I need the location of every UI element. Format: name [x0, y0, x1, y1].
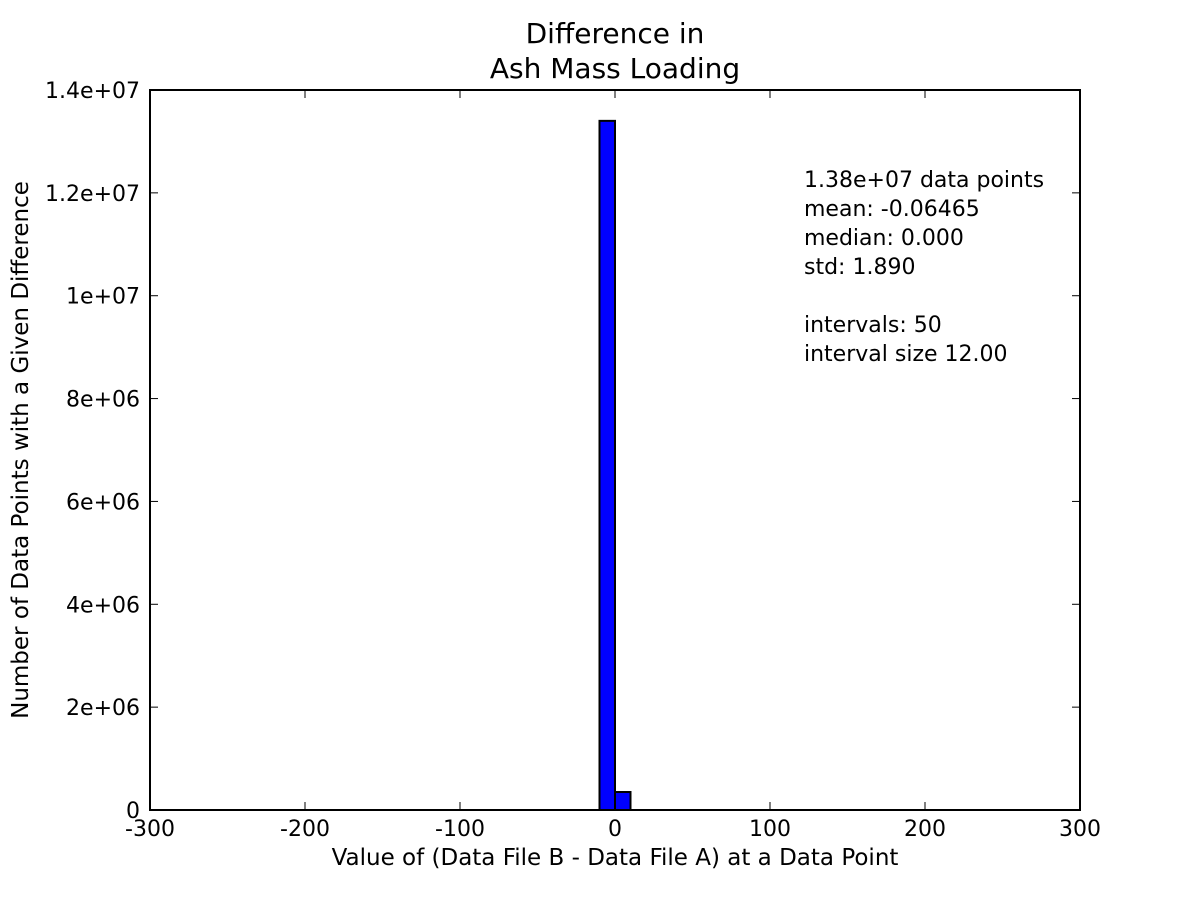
annotation-line: mean: -0.06465 — [804, 197, 980, 222]
y-tick-label: 8e+06 — [66, 388, 140, 413]
y-tick-label: 0 — [126, 799, 140, 824]
y-tick-label: 1.4e+07 — [45, 79, 140, 104]
y-tick-label: 2e+06 — [66, 696, 140, 721]
annotation-line: intervals: 50 — [804, 313, 942, 338]
histogram-bar-0 — [598, 119, 616, 812]
y-axis-label: Number of Data Points with a Given Diffe… — [8, 181, 34, 719]
plot-frame — [149, 89, 1081, 811]
x-tick-label: -300 — [125, 817, 175, 842]
x-tick-label: -100 — [435, 817, 485, 842]
stats-annotation: 1.38e+07 data points mean: -0.06465 median… — [804, 168, 1044, 367]
x-tick-label: 100 — [749, 817, 791, 842]
y-tick-label: 1.2e+07 — [45, 182, 140, 207]
annotation-line: std: 1.890 — [804, 255, 915, 280]
axis-ticks: -300 -200 -100 0 100 200 300 0 2e+06 4e+06 6e+06 8e… — [45, 79, 1101, 842]
x-tick-label: -200 — [280, 817, 330, 842]
y-tick-label: 6e+06 — [66, 490, 140, 515]
chart-title-line-2: Ash Mass Loading — [490, 52, 740, 85]
x-tick-label: 300 — [1059, 817, 1101, 842]
chart-title-line-1: Difference in — [526, 17, 705, 50]
x-axis-label: Value of (Data File B - Data File A) at … — [332, 845, 899, 871]
x-tick-label: 0 — [608, 817, 622, 842]
annotation-line: 1.38e+07 data points — [804, 168, 1044, 193]
histogram-bar-1 — [614, 791, 632, 811]
x-tick-label: 200 — [904, 817, 946, 842]
y-tick-label: 4e+06 — [66, 593, 140, 618]
annotation-line: interval size 12.00 — [804, 342, 1008, 367]
annotation-line: median: 0.000 — [804, 226, 964, 251]
chart-title: Difference in Ash Mass Loading — [490, 17, 740, 85]
y-tick-label: 1e+07 — [66, 285, 140, 310]
